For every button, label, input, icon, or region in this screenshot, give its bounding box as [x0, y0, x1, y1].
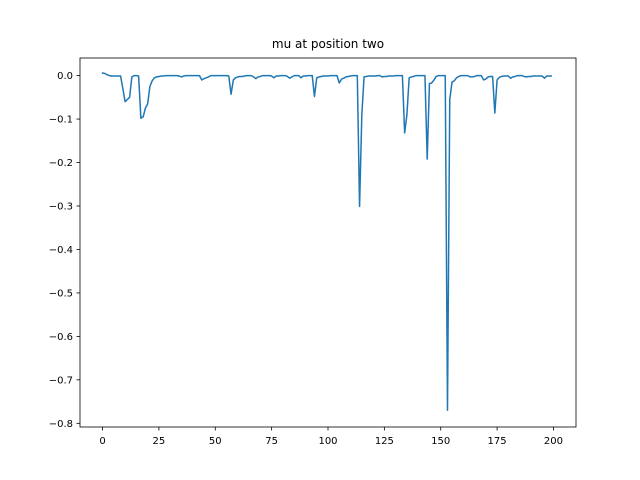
chart-title: mu at position two [272, 37, 384, 51]
x-tick-label: 100 [318, 436, 337, 447]
x-axis: 0 25 50 75 100 125 150 175 200 [99, 427, 563, 447]
x-tick-label: 200 [544, 436, 563, 447]
plot-area-frame [79, 57, 577, 428]
x-tick-label: 125 [375, 436, 394, 447]
series-line [101, 72, 552, 412]
y-tick-label: −0.4 [49, 245, 73, 256]
x-tick-label: 150 [431, 436, 450, 447]
x-tick-label: 0 [99, 436, 105, 447]
y-tick-label: −0.5 [49, 288, 73, 299]
y-tick-label: −0.2 [49, 158, 73, 169]
y-axis: 0.0 −0.1 −0.2 −0.3 −0.4 −0.5 −0.6 −0.7 −0.8 [49, 71, 80, 430]
x-tick-label: 75 [265, 436, 278, 447]
y-tick-label: −0.3 [49, 201, 73, 212]
y-tick-label: −0.1 [49, 115, 73, 126]
x-tick-label: 175 [488, 436, 507, 447]
series-layer [101, 72, 552, 412]
y-tick-label: −0.6 [49, 332, 73, 343]
x-tick-label: 50 [209, 436, 222, 447]
y-tick-label: −0.7 [49, 375, 73, 386]
y-tick-label: 0.0 [57, 71, 73, 82]
y-tick-label: −0.8 [49, 419, 73, 430]
x-tick-label: 25 [153, 436, 166, 447]
